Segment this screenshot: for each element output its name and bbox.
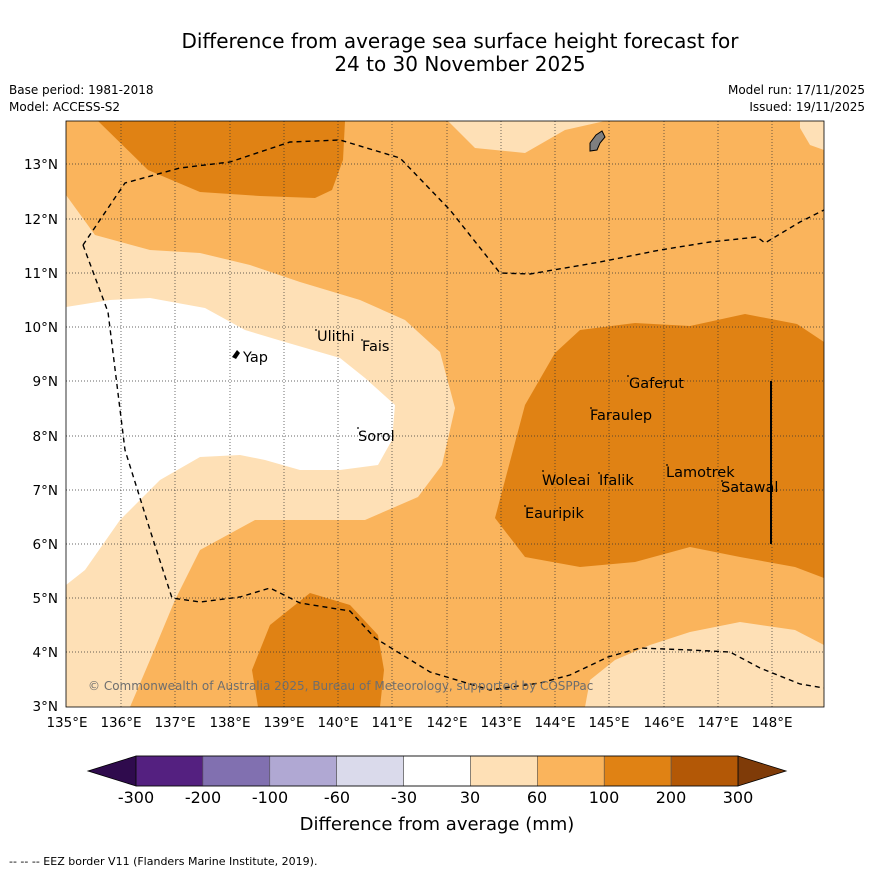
colorbar-extend-high <box>737 755 788 787</box>
lon-tick-label: 148°E <box>751 715 792 731</box>
lat-tick-label: 5°N <box>33 591 58 607</box>
colorbar-cell <box>470 755 538 787</box>
model-name: Model: ACCESS-S2 <box>9 100 121 114</box>
lon-tick-label: 139°E <box>263 715 304 731</box>
lon-tick-label: 140°E <box>317 715 358 731</box>
anomaly-band-neutral <box>66 298 395 585</box>
colorbar-cell <box>336 755 404 787</box>
place-label: Satawal <box>721 480 778 496</box>
colorbar-cell <box>603 755 672 787</box>
latitude-axis: 13°N 12°N 11°N 10°N 9°N 8°N 7°N 6°N 5°N … <box>24 157 58 715</box>
anomaly-band-30-60-southeast <box>585 622 824 707</box>
base-period: Base period: 1981-2018 <box>9 83 154 97</box>
place-label: Fais <box>362 339 389 355</box>
colorbar-ticks: -300 -200 -100 -60 -30 30 60 100 200 300 <box>118 788 753 807</box>
guam-island <box>589 130 606 152</box>
map-title-line2: 24 to 30 November 2025 <box>334 52 586 76</box>
lon-tick-label: 142°E <box>426 715 467 731</box>
lat-tick-label: 3°N <box>33 699 58 715</box>
colorbar-tick-label: -30 <box>391 788 417 807</box>
eez-footnote: -- -- -- EEZ border V11 (Flanders Marine… <box>9 855 317 868</box>
colorbar-cell <box>403 755 471 787</box>
colorbar-tick-label: 200 <box>656 788 687 807</box>
colorbar-tick-label: -60 <box>324 788 350 807</box>
anomaly-field: Yap Ulithi Fais Sorol Gaferut Faraulep W… <box>66 121 824 707</box>
place-label: Yap <box>242 350 268 366</box>
colorbar-tick-label: 30 <box>460 788 480 807</box>
lon-tick-label: 145°E <box>588 715 629 731</box>
anomaly-band-100-200-east <box>495 314 824 578</box>
colorbar-tick-label: -300 <box>118 788 154 807</box>
lat-tick-label: 9°N <box>33 374 58 390</box>
colorbar-frame <box>135 755 739 787</box>
place-label: Eauripik <box>525 506 584 522</box>
anomaly-band-30-60-northeast <box>800 121 824 150</box>
map-frame <box>65 120 825 708</box>
lat-tick-label: 8°N <box>33 429 58 445</box>
lat-tick-label: 4°N <box>33 645 58 661</box>
colorbar-cell <box>670 755 739 787</box>
colorbar-tick-label: 60 <box>527 788 547 807</box>
lon-tick-label: 147°E <box>697 715 738 731</box>
copyright-notice: © Commonwealth of Australia 2025, Bureau… <box>88 679 593 693</box>
lat-tick-label: 12°N <box>24 212 58 228</box>
eez-border-south <box>82 244 824 691</box>
eez-border-north <box>82 139 824 275</box>
lat-tick-label: 10°N <box>24 320 58 336</box>
issued-date: Issued: 19/11/2025 <box>749 100 865 114</box>
island-markers <box>315 329 723 507</box>
colorbar-cell <box>202 755 271 787</box>
colorbar-tick-label: 300 <box>723 788 754 807</box>
lat-tick-label: 13°N <box>24 157 58 173</box>
colorbar-label: Difference from average (mm) <box>300 814 575 835</box>
place-label: Faraulep <box>590 408 652 424</box>
lat-tick-label: 11°N <box>24 266 58 282</box>
place-label: Gaferut <box>629 376 684 392</box>
colorbar-cell <box>537 755 605 787</box>
place-label: Woleai <box>542 473 590 489</box>
lat-tick-label: 6°N <box>33 537 58 553</box>
lon-tick-label: 136°E <box>100 715 141 731</box>
lon-tick-label: 146°E <box>643 715 684 731</box>
lon-tick-label: 135°E <box>46 715 87 731</box>
place-label: Ulithi <box>317 329 355 345</box>
lon-tick-label: 144°E <box>534 715 575 731</box>
place-label: Ifalik <box>599 473 634 489</box>
colorbar-cell <box>135 755 204 787</box>
anomaly-band-100-200-northwest <box>98 121 345 198</box>
lon-tick-label: 137°E <box>154 715 195 731</box>
lat-tick-label: 7°N <box>33 483 58 499</box>
colorbar-tick-label: -100 <box>252 788 288 807</box>
colorbar: -300 -200 -100 -60 -30 30 60 100 200 300… <box>86 755 788 835</box>
colorbar-cells <box>135 755 739 787</box>
lon-tick-label: 141°E <box>371 715 412 731</box>
lon-tick-label: 138°E <box>209 715 250 731</box>
graticule <box>66 121 824 707</box>
map-title-line1: Difference from average sea surface heig… <box>181 29 739 53</box>
colorbar-tick-label: -200 <box>185 788 221 807</box>
anomaly-band-100-200-south <box>252 593 384 707</box>
model-run: Model run: 17/11/2025 <box>727 83 865 97</box>
anomaly-band-30-60-north <box>448 121 605 153</box>
yap-island <box>232 350 240 359</box>
colorbar-extend-low <box>86 755 137 787</box>
colorbar-tick-label: 100 <box>589 788 620 807</box>
place-label: Sorol <box>358 429 395 445</box>
place-label: Lamotrek <box>666 465 735 481</box>
lon-tick-label: 143°E <box>480 715 521 731</box>
colorbar-cell <box>269 755 337 787</box>
longitude-axis: 135°E 136°E 137°E 138°E 139°E 140°E 141°… <box>46 715 792 731</box>
